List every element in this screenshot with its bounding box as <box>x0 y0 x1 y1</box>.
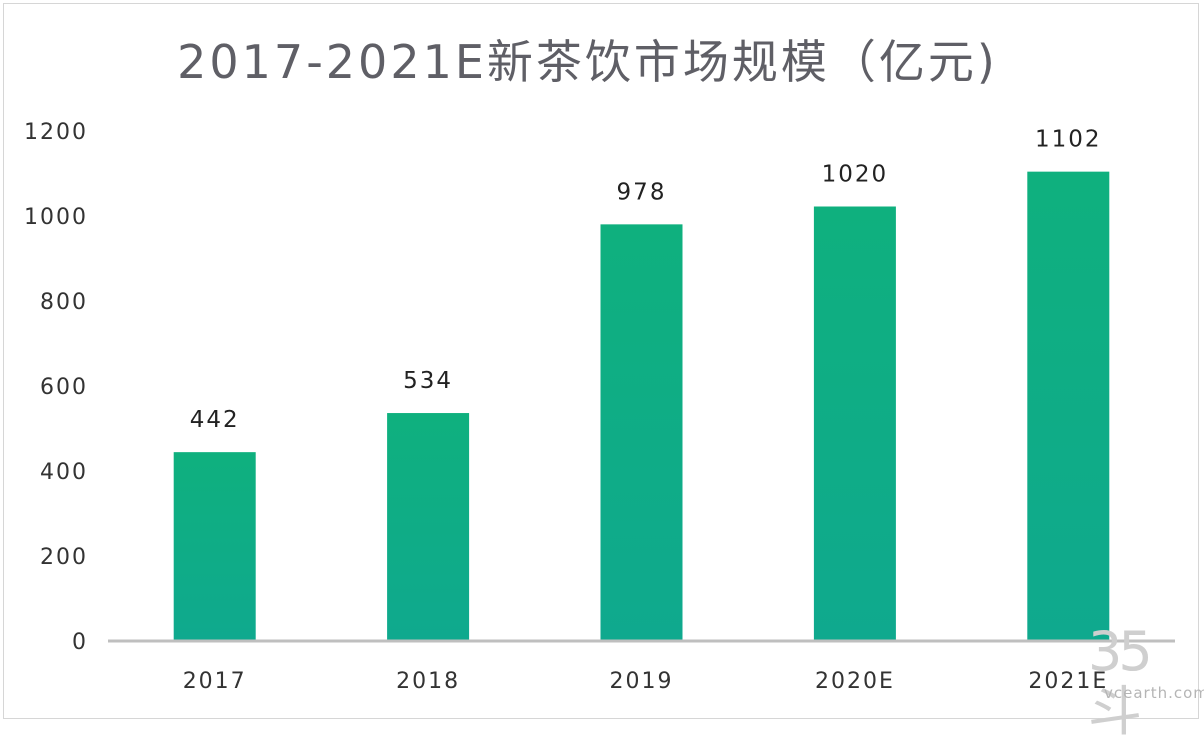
y-tick-label: 1000 <box>24 205 88 230</box>
x-tick-label: 2020E <box>815 669 895 694</box>
y-tick-label: 600 <box>40 375 88 400</box>
bar <box>173 452 256 640</box>
y-tick-label: 200 <box>40 545 88 570</box>
bar-series <box>173 171 1110 640</box>
bar <box>1027 171 1110 640</box>
bar <box>600 224 683 640</box>
y-axis-ticks: 0 200 400 600 800 1000 1200 <box>24 120 88 655</box>
bar-value-label: 442 <box>190 407 240 433</box>
watermark-glyphs: 35斗 <box>1088 620 1153 743</box>
y-tick-label: 400 <box>40 460 88 485</box>
x-tick-label: 2019 <box>610 669 674 694</box>
y-tick-label: 0 <box>72 630 88 655</box>
x-tick-label: 2017 <box>183 669 247 694</box>
bar-value-label: 534 <box>403 368 453 394</box>
bar <box>387 413 470 640</box>
bar-value-label: 1020 <box>822 162 889 188</box>
bar-value-label: 1102 <box>1035 127 1102 153</box>
x-axis-ticks: 2017 2018 2019 2020E 2021E <box>183 669 1108 694</box>
x-tick-label: 2018 <box>396 669 460 694</box>
data-labels: 442 534 978 1020 1102 <box>190 127 1102 434</box>
y-tick-label: 1200 <box>24 120 88 145</box>
x-tick-label: 2021E <box>1028 669 1108 694</box>
chart-title: 2017-2021E新茶饮市场规模（亿元) <box>177 35 998 89</box>
watermark-logo: 35斗 vcearth.com <box>1088 622 1204 742</box>
bar-value-label: 978 <box>617 179 667 205</box>
bar <box>813 206 896 640</box>
y-tick-label: 800 <box>40 290 88 315</box>
watermark-site: vcearth.com <box>1104 684 1204 702</box>
